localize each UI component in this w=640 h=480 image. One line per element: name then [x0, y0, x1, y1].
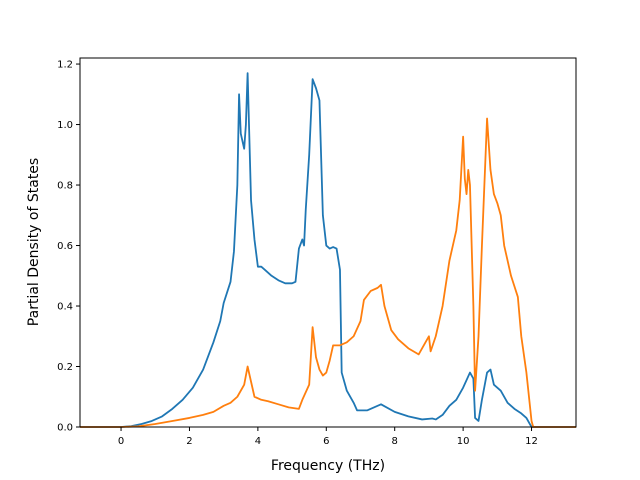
plot-background: [80, 58, 576, 427]
x-tick-label: 12: [525, 436, 538, 447]
x-tick-label: 4: [255, 436, 261, 447]
x-axis-title: Frequency (THz): [271, 458, 385, 474]
series-line-1: [80, 72, 576, 428]
x-tick-label: 10: [457, 436, 470, 447]
x-tick-label: 2: [186, 436, 192, 447]
y-tick-label: 0.2: [57, 362, 73, 373]
y-tick-label: 0.0: [57, 423, 73, 434]
y-axis: 0.0 0.2 0.4 0.6 0.8 1.0 1.2: [57, 60, 80, 434]
y-tick-label: 1.0: [57, 120, 73, 131]
series-line-2: [80, 117, 576, 428]
y-tick-label: 0.8: [57, 181, 73, 192]
x-axis: 0 2 4 6 8 10 12: [118, 427, 538, 447]
x-tick-label: 8: [392, 436, 398, 447]
plot-frame: [79, 57, 577, 428]
plot-area: [79, 57, 577, 428]
y-tick-label: 0.4: [57, 302, 73, 313]
series-layer: [80, 72, 576, 428]
y-axis-title: Partial Density of States: [26, 158, 42, 326]
x-tick-label: 6: [323, 436, 329, 447]
y-tick-label: 0.6: [57, 241, 73, 252]
y-tick-label: 1.2: [57, 60, 73, 71]
x-tick-label: 0: [118, 436, 124, 447]
